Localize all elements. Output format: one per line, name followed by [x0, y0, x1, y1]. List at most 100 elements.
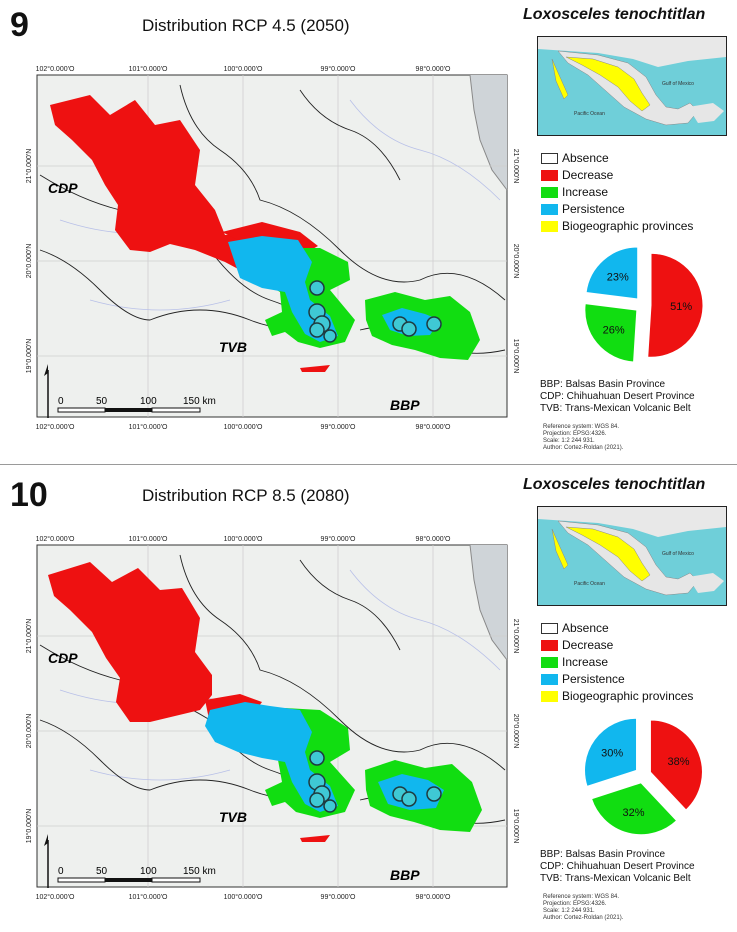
legend-swatch [541, 221, 558, 232]
figure-number: 9 [10, 6, 29, 44]
scale-label: 150 km [183, 866, 216, 877]
region-label-tvb: TVB [219, 339, 247, 355]
inset-ocean-label: Pacific Ocean [574, 111, 605, 117]
lon-label: 102°0.000'O [36, 893, 75, 901]
legend-label: Biogeographic provinces [562, 689, 694, 703]
legend-item-persistence: Persistence [541, 201, 693, 218]
pie-slice-increase [590, 782, 678, 836]
legend-label: Increase [562, 185, 609, 199]
legend-swatch [541, 623, 558, 634]
inset-ocean-label: Pacific Ocean [574, 581, 605, 587]
mexico-inset-map: Pacific Ocean Gulf of Mexico [537, 506, 727, 606]
legend-swatch [541, 153, 558, 164]
inset-gulf-label: Gulf of Mexico [662, 81, 694, 87]
pie-slice-increase [584, 303, 638, 363]
pie-label-persistence: 30% [601, 748, 623, 760]
map-credits: Reference system: WGS 84. Projection: EP… [543, 894, 623, 922]
legend-label: Increase [562, 655, 609, 669]
mexico-inset-map: Pacific Ocean Gulf of Mexico [537, 36, 727, 136]
credit-line: Author: Cortez-Roldan (2021). [543, 445, 624, 451]
lat-label: 20°0.000'N [25, 714, 33, 749]
region-label-bbp: BBP [390, 867, 420, 883]
species-name: Loxosceles tenochtitlan [523, 476, 706, 493]
figure-panel-9: 9 Distribution RCP 4.5 (2050) Loxosceles… [0, 0, 737, 462]
region-label-tvb: TVB [219, 809, 247, 825]
lon-label: 98°0.000'O [416, 535, 451, 543]
legend-swatch [541, 674, 558, 685]
map-legend: Absence Decrease Increase Persistence Bi… [541, 150, 693, 235]
legend-label: Absence [562, 151, 609, 165]
distribution-map: CDP TVB BBP 0 50 100 150 km 102°0.000'O … [25, 65, 520, 431]
lat-label: 21°0.000'N [512, 619, 520, 654]
scale-label: 100 [140, 396, 157, 407]
lon-label: 100°0.000'O [224, 893, 263, 901]
lon-label: 101°0.000'O [129, 65, 168, 73]
abbreviation-line: BBP: Balsas Basin Province [540, 379, 666, 390]
map-legend: Absence Decrease Increase Persistence Bi… [541, 620, 693, 705]
legend-item-increase: Increase [541, 184, 693, 201]
legend-item-decrease: Decrease [541, 167, 693, 184]
credit-line: Projection: EPSG:4326. [543, 431, 607, 437]
scale-bar: 0 50 100 150 km [57, 866, 216, 883]
lon-label: 98°0.000'O [416, 65, 451, 73]
lat-label: 19°0.000'N [512, 809, 520, 844]
lon-label: 101°0.000'O [129, 423, 168, 431]
scale-label: 0 [58, 866, 64, 877]
lon-label: 101°0.000'O [129, 535, 168, 543]
figure-number: 10 [10, 476, 48, 514]
scale-bar: 0 50 100 150 km [57, 396, 216, 413]
map-credits: Reference system: WGS 84. Projection: EP… [543, 424, 623, 452]
region-label-cdp: CDP [48, 180, 78, 196]
pie-chart: 51% 26% 23% [584, 246, 704, 363]
lat-label: 21°0.000'N [512, 149, 520, 184]
lon-label: 102°0.000'O [36, 423, 75, 431]
lon-label: 99°0.000'O [321, 65, 356, 73]
pie-label-increase: 32% [622, 807, 644, 819]
pie-slice-persistence [584, 717, 638, 787]
legend-label: Absence [562, 621, 609, 635]
scale-label: 0 [58, 396, 64, 407]
panel-divider [0, 464, 737, 465]
figure-title: Distribution RCP 4.5 (2050) [142, 16, 350, 35]
lon-label: 99°0.000'O [321, 893, 356, 901]
lon-label: 100°0.000'O [224, 535, 263, 543]
legend-item-provinces: Biogeographic provinces [541, 218, 693, 235]
credit-line: Scale: 1:2 244 931. [543, 438, 595, 444]
lat-label: 21°0.000'N [25, 619, 33, 654]
legend-label: Persistence [562, 202, 625, 216]
credit-line: Scale: 1:2 244 931. [543, 908, 595, 914]
pie-label-persistence: 23% [607, 271, 629, 283]
lon-label: 99°0.000'O [321, 535, 356, 543]
inset-gulf-label: Gulf of Mexico [662, 551, 694, 557]
north-arrow-icon [44, 364, 49, 418]
legend-item-absence: Absence [541, 620, 693, 637]
legend-item-absence: Absence [541, 150, 693, 167]
lat-label: 20°0.000'N [512, 714, 520, 749]
credit-line: Reference system: WGS 84. [543, 894, 620, 900]
legend-swatch [541, 640, 558, 651]
lon-label: 102°0.000'O [36, 65, 75, 73]
legend-label: Biogeographic provinces [562, 219, 694, 233]
legend-label: Persistence [562, 672, 625, 686]
abbreviations: BBP: Balsas Basin Province CDP: Chihuahu… [540, 379, 695, 415]
scale-label: 100 [140, 866, 157, 877]
pie-chart: 38% 32% 30% [584, 717, 703, 836]
legend-item-provinces: Biogeographic provinces [541, 688, 693, 705]
region-label-bbp: BBP [390, 397, 420, 413]
pie-label-increase: 26% [603, 324, 625, 336]
legend-swatch [541, 187, 558, 198]
scale-label: 150 km [183, 396, 216, 407]
legend-item-decrease: Decrease [541, 637, 693, 654]
lat-label: 19°0.000'N [512, 339, 520, 374]
legend-swatch [541, 204, 558, 215]
scale-label: 50 [96, 866, 108, 877]
region-label-cdp: CDP [48, 650, 78, 666]
pie-label-decrease: 38% [667, 756, 689, 768]
lon-label: 99°0.000'O [321, 423, 356, 431]
pie-slice-decrease [647, 252, 704, 358]
scale-label: 50 [96, 396, 108, 407]
lon-label: 100°0.000'O [224, 65, 263, 73]
north-arrow-icon [44, 834, 49, 888]
lat-label: 20°0.000'N [25, 244, 33, 279]
lat-label: 19°0.000'N [25, 809, 33, 844]
